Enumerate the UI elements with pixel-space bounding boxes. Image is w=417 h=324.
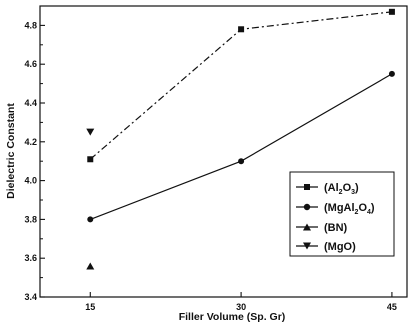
series-line-0 — [89, 11, 392, 160]
legend: (Al2O3) (MgAl2O4) (BN) (MgO) — [289, 171, 395, 257]
y-tick-label: 4.6 — [24, 59, 37, 69]
data-point-triangle-down — [86, 128, 95, 136]
legend-entry-mgo: (MgO) — [296, 241, 356, 253]
y-tick-label: 3.4 — [24, 292, 37, 302]
legend-entry-bn: (BN) — [296, 222, 348, 234]
legend-entry-al2o3: (Al2O3) — [296, 182, 359, 196]
legend-triangle-up-marker — [303, 223, 311, 231]
x-axis-ticks: 15 30 45 — [85, 292, 397, 312]
y-tick-label: 3.6 — [24, 253, 37, 263]
data-point-square — [87, 156, 94, 163]
y-axis-ticks: 3.4 3.6 3.8 4.0 4.2 4.4 4.6 4.8 — [24, 20, 45, 302]
legend-label-mgo: (MgO) — [324, 241, 356, 253]
legend-square-marker — [304, 184, 310, 190]
data-point-circle — [388, 70, 395, 77]
x-tick-label: 45 — [387, 302, 397, 312]
data-point-circle — [238, 158, 245, 165]
legend-triangle-down-marker — [303, 242, 311, 250]
data-point-triangle-up — [86, 262, 95, 270]
legend-circle-marker — [303, 203, 311, 211]
data-point-square — [238, 26, 245, 33]
y-tick-label: 4.4 — [24, 98, 37, 108]
legend-label-mgal2o4: (MgAl2O4) — [324, 202, 375, 216]
legend-entry-mgal2o4: (MgAl2O4) — [296, 202, 375, 216]
y-tick-label: 3.8 — [24, 214, 37, 224]
plot-frame — [39, 5, 408, 298]
y-tick-label: 4.0 — [24, 176, 37, 186]
legend-label-bn: (BN) — [324, 222, 348, 234]
x-tick-label: 30 — [236, 302, 246, 312]
y-tick-label: 4.2 — [24, 137, 37, 147]
x-tick-label: 15 — [85, 302, 95, 312]
data-point-square — [388, 8, 395, 15]
y-axis-label: Dielectric Constant — [5, 103, 17, 199]
y-tick-label: 4.8 — [24, 20, 37, 30]
series-markers — [86, 8, 395, 270]
x-axis-label: Filler Volume (Sp. Gr) — [179, 311, 286, 323]
legend-label-al2o3: (Al2O3) — [324, 182, 359, 196]
data-point-circle — [87, 216, 94, 223]
